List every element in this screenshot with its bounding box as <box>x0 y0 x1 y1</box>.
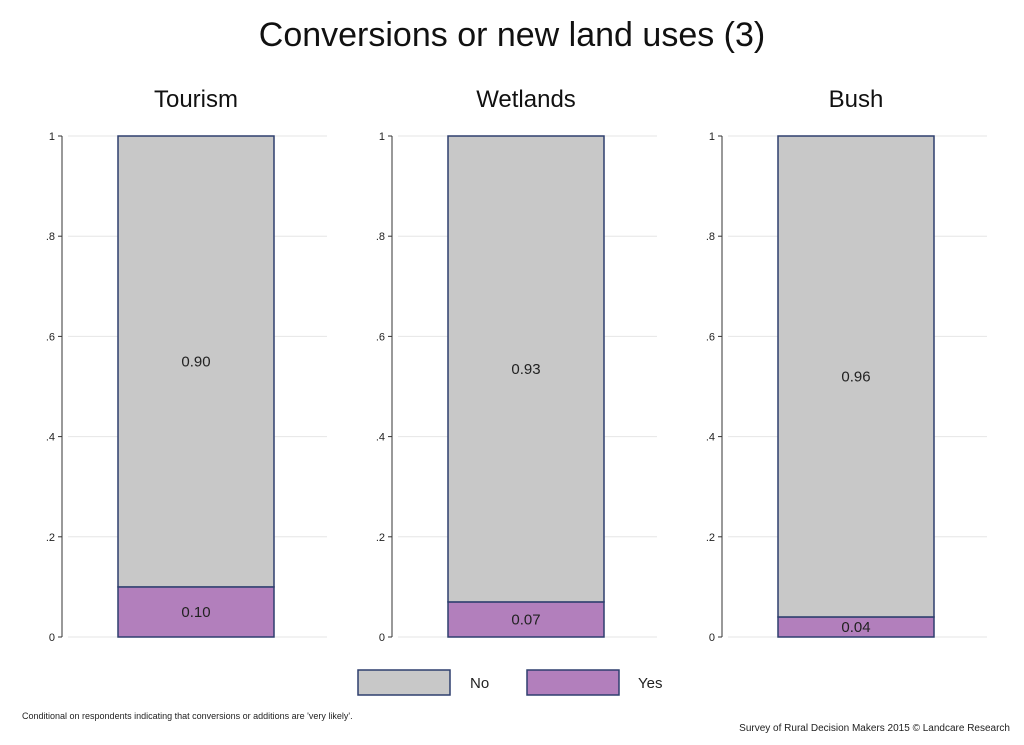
y-tick-label-wetlands: .4 <box>376 432 385 444</box>
y-tick-label-tourism: 1 <box>49 131 55 143</box>
y-tick-label-bush: .4 <box>706 432 715 444</box>
y-tick-label-wetlands: 0 <box>379 632 385 644</box>
y-tick-label-bush: 0 <box>709 632 715 644</box>
bar-no-tourism <box>117 135 275 588</box>
y-tick-label-bush: .8 <box>706 231 715 243</box>
value-label-no-tourism: 0.90 <box>181 353 210 370</box>
panel-title-tourism: Tourism <box>154 86 238 113</box>
legend-label-yes: Yes <box>638 675 662 692</box>
y-tick-label-tourism: 0 <box>49 632 55 644</box>
value-label-yes-bush: 0.04 <box>841 619 870 636</box>
bar-no-wetlands <box>447 135 605 603</box>
y-tick-label-wetlands: .8 <box>376 231 385 243</box>
y-tick-label-tourism: .2 <box>46 532 55 544</box>
y-tick-label-bush: 1 <box>709 131 715 143</box>
chart-title: Conversions or new land uses (3) <box>258 16 766 54</box>
bar-no-bush <box>777 135 935 618</box>
y-tick-label-wetlands: .6 <box>376 331 385 343</box>
legend-swatch-no <box>357 669 451 696</box>
value-label-no-wetlands: 0.93 <box>511 361 540 378</box>
footnote-source: Survey of Rural Decision Makers 2015 © L… <box>739 723 1010 734</box>
y-tick-label-tourism: .6 <box>46 331 55 343</box>
panel-title-wetlands: Wetlands <box>476 86 576 113</box>
panel-title-bush: Bush <box>829 86 884 113</box>
y-tick-label-bush: .6 <box>706 331 715 343</box>
footnote-condition: Conditional on respondents indicating th… <box>22 711 353 721</box>
bar-yes-tourism <box>117 586 275 638</box>
legend-swatch-yes <box>526 669 620 696</box>
y-tick-label-tourism: .4 <box>46 432 55 444</box>
legend-label-no: No <box>470 675 489 692</box>
bar-yes-wetlands <box>447 601 605 638</box>
value-label-yes-wetlands: 0.07 <box>511 611 540 628</box>
y-tick-label-bush: .2 <box>706 532 715 544</box>
value-label-yes-tourism: 0.10 <box>181 604 210 621</box>
y-tick-label-wetlands: 1 <box>379 131 385 143</box>
y-tick-label-wetlands: .2 <box>376 532 385 544</box>
value-label-no-bush: 0.96 <box>841 368 870 385</box>
y-tick-label-tourism: .8 <box>46 231 55 243</box>
